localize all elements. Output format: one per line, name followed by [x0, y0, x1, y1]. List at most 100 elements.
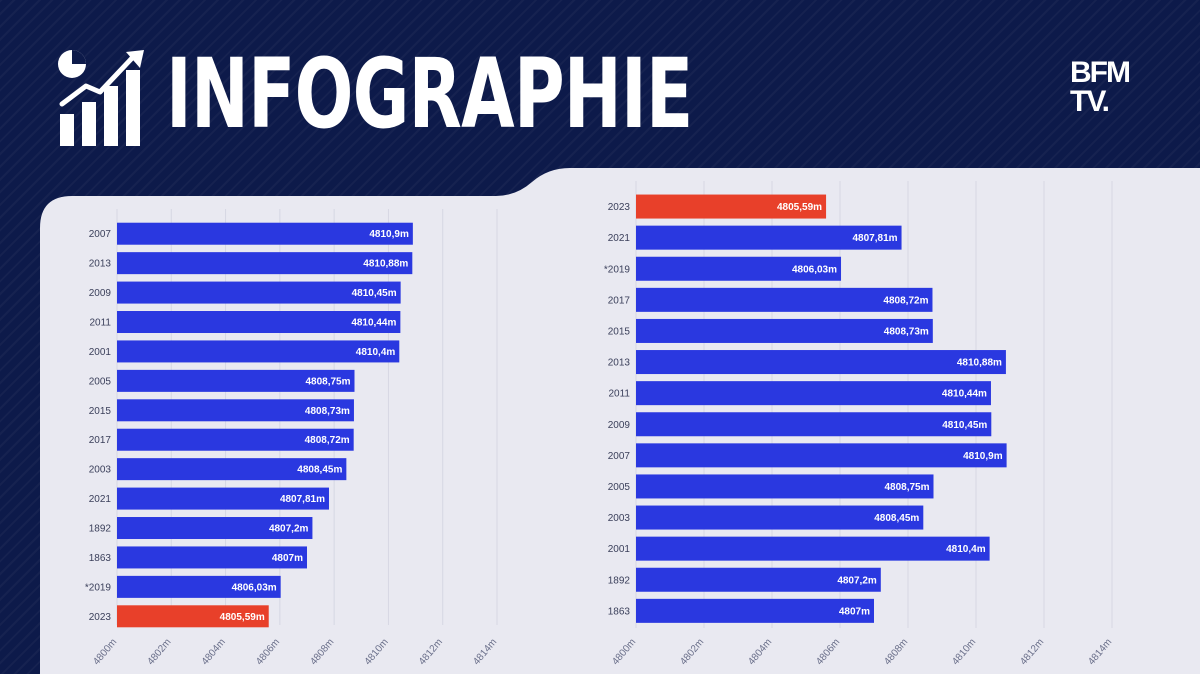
bar: [117, 546, 307, 569]
category-label: 2007: [89, 229, 112, 240]
category-label: 2009: [89, 288, 112, 299]
category-label: 2011: [608, 389, 630, 400]
x-tick-label: 4810m: [363, 637, 391, 667]
bar: [636, 536, 990, 561]
category-label: 2013: [608, 358, 631, 369]
x-tick-label: 4806m: [254, 637, 282, 667]
category-label: 2011: [89, 318, 111, 329]
x-tick-label: 4810m: [950, 637, 978, 667]
bar: [636, 412, 992, 437]
bar-value-label: 4807m: [272, 553, 303, 564]
x-tick-label: 4800m: [91, 637, 119, 667]
bar: [117, 428, 354, 451]
x-tick-label: 4814m: [471, 637, 499, 667]
bar-value-label: 4807,81m: [280, 494, 325, 505]
bar-value-label: 4810,45m: [942, 420, 987, 431]
category-label: 1892: [89, 524, 112, 535]
bar-value-label: 4808,73m: [305, 406, 350, 417]
logo-line-2: TV.: [1070, 85, 1110, 118]
bar-value-label: 4806,03m: [792, 264, 837, 275]
category-label: 2017: [608, 295, 631, 306]
category-label: 2013: [89, 259, 112, 270]
bar: [636, 225, 902, 250]
category-label: 2023: [89, 612, 112, 623]
category-label: 2017: [89, 435, 112, 446]
bar-value-label: 4810,88m: [957, 358, 1002, 369]
bar-value-label: 4805,59m: [777, 202, 822, 213]
bar: [636, 443, 1007, 468]
bar-value-label: 4807,81m: [852, 233, 897, 244]
bar: [117, 252, 413, 275]
bar-value-label: 4808,73m: [884, 326, 929, 337]
bar-value-label: 4808,72m: [305, 435, 350, 446]
category-label: 2007: [608, 451, 631, 462]
x-tick-label: 4800m: [610, 637, 638, 667]
bar: [636, 598, 874, 623]
bar-value-label: 4810,88m: [363, 259, 408, 270]
bar: [117, 517, 313, 540]
bar-value-label: 4807,2m: [837, 575, 877, 586]
bar-value-label: 4808,72m: [883, 295, 928, 306]
x-tick-label: 4802m: [146, 637, 174, 667]
bar-value-label: 4810,44m: [351, 318, 396, 329]
bar: [636, 287, 933, 312]
x-tick-label: 4812m: [1018, 637, 1046, 667]
bar: [636, 350, 1006, 375]
logo-line-1: BFM: [1070, 56, 1131, 89]
bar-value-label: 4808,75m: [305, 376, 350, 387]
x-tick-label: 4812m: [417, 637, 445, 667]
highlighted-bar: [636, 194, 827, 219]
bar: [117, 340, 400, 363]
category-label: 2015: [89, 406, 112, 417]
category-label: 2003: [89, 465, 112, 476]
category-label: 2005: [89, 376, 112, 387]
category-label: 2003: [608, 513, 631, 524]
x-tick-label: 4808m: [882, 637, 910, 667]
bar: [117, 281, 401, 304]
x-tick-label: 4802m: [678, 637, 706, 667]
x-tick-label: 4804m: [746, 637, 774, 667]
bar-value-label: 4810,9m: [963, 451, 1003, 462]
bar: [117, 311, 401, 334]
bar-value-label: 4808,45m: [297, 465, 342, 476]
highlighted-bar: [117, 605, 269, 628]
bar-value-label: 4808,75m: [884, 482, 929, 493]
bar-value-label: 4806,03m: [232, 582, 277, 593]
x-tick-label: 4806m: [814, 637, 842, 667]
bar-chart-right: 4800m 4802m 4804m 4806m 4808m 4810m 4812m 4814m…: [604, 181, 1114, 667]
category-label: 2009: [608, 420, 631, 431]
bar-value-label: 4810,9m: [369, 229, 409, 240]
category-label: *2019: [604, 264, 631, 275]
bar: [117, 399, 354, 422]
category-label: 2005: [608, 482, 631, 493]
bfmtv-logo: BFM TV.: [1060, 56, 1150, 118]
bar: [636, 318, 933, 343]
category-label: 2021: [608, 233, 631, 244]
bar-chart-left: 4800m 4802m 4804m 4806m 4808m 4810m 4812m 4814m…: [85, 209, 499, 667]
x-tick-label: 4804m: [200, 637, 228, 667]
category-label: *2019: [85, 582, 112, 593]
bar-value-label: 4807,2m: [269, 524, 309, 535]
category-label: 2001: [89, 347, 112, 358]
bar-value-label: 4810,44m: [942, 389, 987, 400]
bar: [117, 369, 355, 392]
bar-value-label: 4810,4m: [356, 347, 396, 358]
bar-value-label: 4807m: [839, 606, 870, 617]
category-label: 1892: [608, 575, 631, 586]
category-label: 2001: [608, 544, 631, 555]
page-title: INFOGRAPHIE: [166, 38, 693, 150]
bar-value-label: 4805,59m: [220, 612, 265, 623]
bar: [636, 567, 881, 592]
category-label: 1863: [608, 606, 631, 617]
bar-value-label: 4808,45m: [874, 513, 919, 524]
bar: [636, 256, 842, 281]
bar: [117, 487, 329, 510]
category-label: 2023: [608, 202, 631, 213]
bar: [117, 575, 281, 598]
bar: [117, 458, 347, 481]
bar: [117, 222, 413, 245]
bar: [636, 474, 934, 499]
bar-value-label: 4810,45m: [352, 288, 397, 299]
category-label: 1863: [89, 553, 112, 564]
